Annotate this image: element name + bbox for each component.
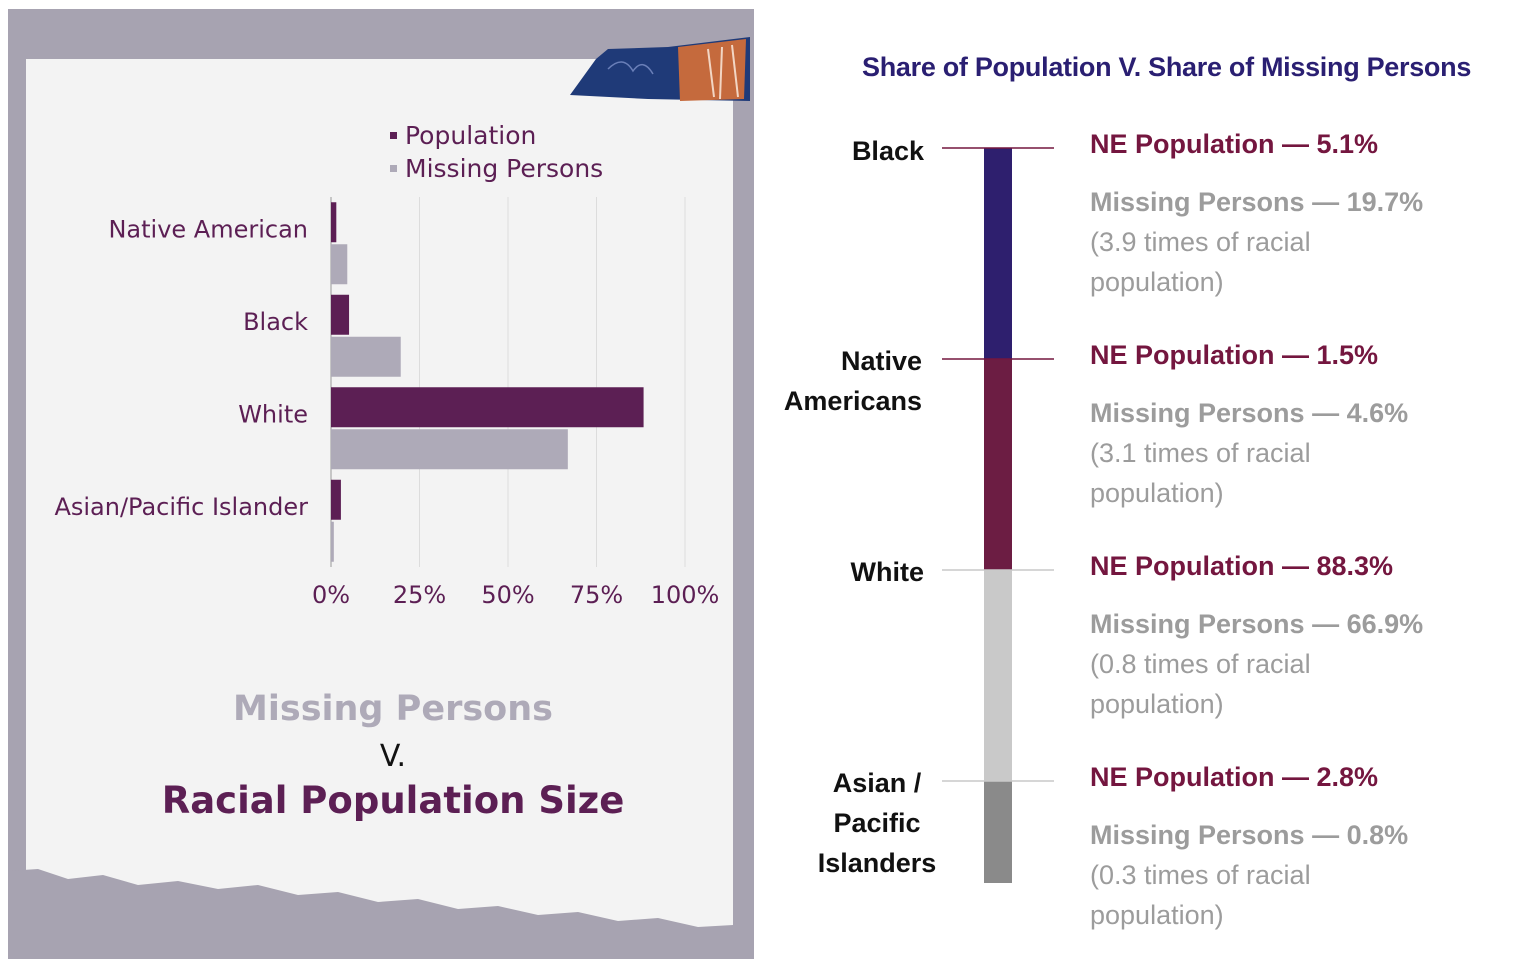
missing-text: Missing Persons — 66.9% [1090, 609, 1424, 639]
missing-text: Missing Persons — 19.7% [1090, 187, 1424, 217]
bar-missing-persons [331, 521, 334, 562]
bar-missing-persons [331, 429, 568, 470]
bar-population [331, 294, 350, 335]
row-text-black: NE Population — 5.1% Missing Persons — 1… [1090, 124, 1423, 302]
row-label-text: Native Americans [783, 346, 922, 416]
chart-title-line1: Missing Persons [233, 689, 553, 729]
ratio-note-line2: population) [1090, 689, 1224, 719]
row-label-white: White [851, 552, 925, 592]
x-tick-label: 75% [570, 581, 623, 609]
category-label: Asian/Pacific Islander [54, 493, 308, 521]
left-panel: 0% 25% 50% 75% 100% Native American Black White… [8, 9, 754, 959]
ratio-note-line2: population) [1090, 478, 1224, 508]
category-label: White [238, 400, 308, 428]
ratio-note-line1: (0.8 times of racial [1090, 649, 1311, 679]
legend-swatch-icon [390, 132, 397, 139]
population-text: NE Population — 5.1% [1090, 129, 1379, 159]
bar-population [331, 479, 341, 520]
chart-title-line3: Racial Population Size [161, 779, 625, 822]
ratio-note-line1: (3.9 times of racial [1090, 227, 1311, 257]
row-text-white: NE Population — 88.3% Missing Persons — … [1090, 546, 1423, 724]
x-tick-label: 0% [312, 581, 350, 609]
row-label-asian: Asian / Pacific Islanders [807, 763, 947, 883]
row-label-text: Asian / Pacific Islanders [817, 768, 937, 878]
row-text-asian: NE Population — 2.8% Missing Persons — 0… [1090, 757, 1408, 935]
legend-label: Population [405, 121, 537, 150]
ratio-note-line2: population) [1090, 900, 1224, 930]
legend: Population Missing Persons [390, 119, 603, 185]
bar-missing-persons [331, 336, 401, 377]
row-label-text: Black [851, 136, 924, 166]
category-label: Black [243, 308, 308, 336]
legend-swatch-icon [390, 165, 397, 172]
ratio-note-line1: (0.3 times of racial [1090, 860, 1311, 890]
row-text-native: NE Population — 1.5% Missing Persons — 4… [1090, 335, 1408, 513]
stacked-segment [984, 781, 1012, 883]
paper-background [26, 59, 733, 949]
stacked-segment [984, 359, 1012, 570]
population-text: NE Population — 1.5% [1090, 340, 1379, 370]
bar-population [331, 202, 337, 243]
legend-label: Missing Persons [405, 154, 604, 183]
ratio-note-line2: population) [1090, 267, 1224, 297]
bar-population [331, 387, 644, 428]
right-chart-title: Share of Population V. Share of Missing … [862, 52, 1472, 82]
corner-decoration-icon [570, 37, 750, 101]
row-label-native: Native Americans [762, 341, 922, 421]
population-text: NE Population — 88.3% [1090, 551, 1394, 581]
x-tick-label: 25% [393, 581, 446, 609]
stacked-segment [984, 148, 1012, 359]
legend-item-missing: Missing Persons [390, 152, 603, 185]
missing-text: Missing Persons — 4.6% [1090, 398, 1409, 428]
chart-title-line2: V. [379, 739, 407, 774]
ratio-note-line1: (3.1 times of racial [1090, 438, 1311, 468]
x-tick-label: 50% [481, 581, 534, 609]
stacked-segment [984, 570, 1012, 781]
missing-text: Missing Persons — 0.8% [1090, 820, 1409, 850]
row-label-text: White [850, 557, 925, 587]
x-tick-label: 100% [651, 581, 720, 609]
population-text: NE Population — 2.8% [1090, 762, 1379, 792]
torn-paper-edge [8, 869, 733, 959]
legend-item-population: Population [390, 119, 603, 152]
row-label-black: Black [852, 131, 924, 171]
left-bar-chart: 0% 25% 50% 75% 100% Native American Black White… [54, 197, 720, 609]
category-label: Native American [108, 215, 308, 243]
bar-missing-persons [331, 244, 348, 285]
